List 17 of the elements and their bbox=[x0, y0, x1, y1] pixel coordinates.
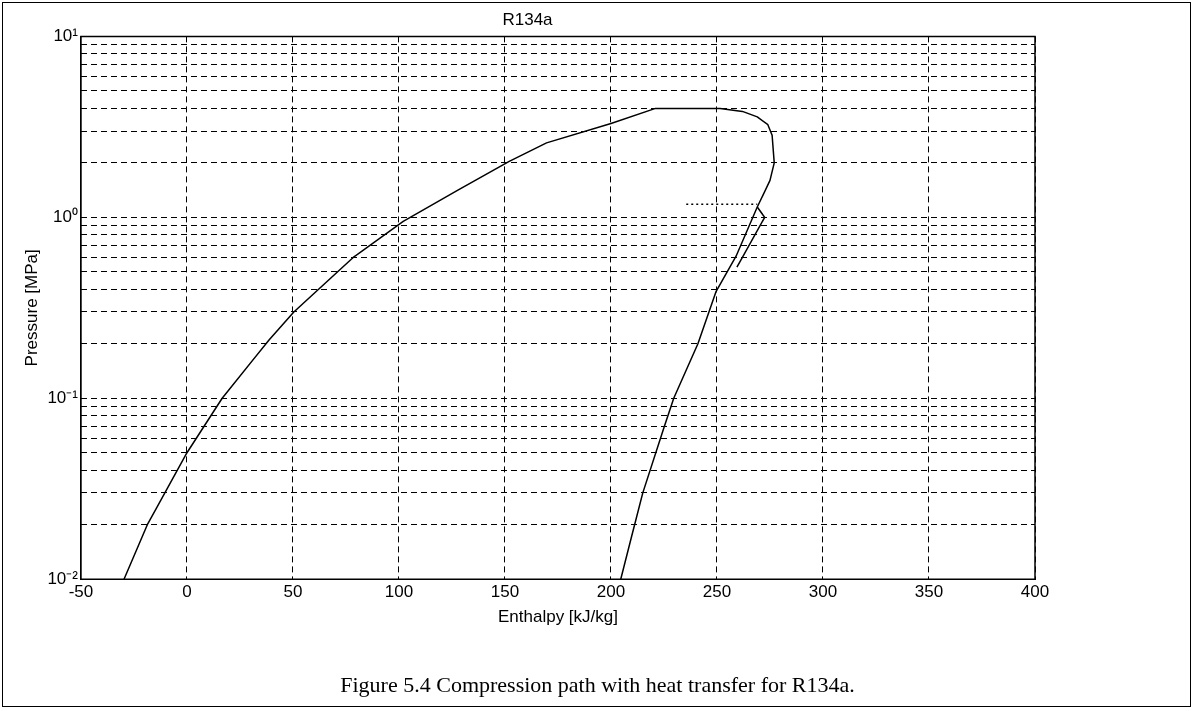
x-axis-title: Enthalpy [kJ/kg] bbox=[497, 607, 618, 627]
y-tick-label: 10¹ bbox=[53, 26, 79, 46]
chart-title: R134a bbox=[502, 9, 554, 29]
x-tick-label: 300 bbox=[808, 582, 838, 602]
x-tick-label: 400 bbox=[1020, 582, 1050, 602]
x-tick-label: 250 bbox=[702, 582, 732, 602]
x-tick-label: 150 bbox=[490, 582, 520, 602]
x-tick-label: 0 bbox=[182, 582, 192, 602]
x-tick-label: 100 bbox=[384, 582, 414, 602]
caption: Figure 5.4 Compression path with heat transfer for R134a. bbox=[339, 672, 856, 698]
y-tick-label: 10⁻¹ bbox=[47, 387, 79, 407]
y-axis-title: Pressure [MPa] bbox=[21, 249, 41, 367]
x-tick-label: 350 bbox=[914, 582, 944, 602]
x-tick-label: 200 bbox=[596, 582, 626, 602]
x-tick-label: 50 bbox=[283, 582, 303, 602]
y-tick-label: 10⁰ bbox=[53, 207, 78, 227]
x-tick-label: -50 bbox=[68, 582, 94, 602]
